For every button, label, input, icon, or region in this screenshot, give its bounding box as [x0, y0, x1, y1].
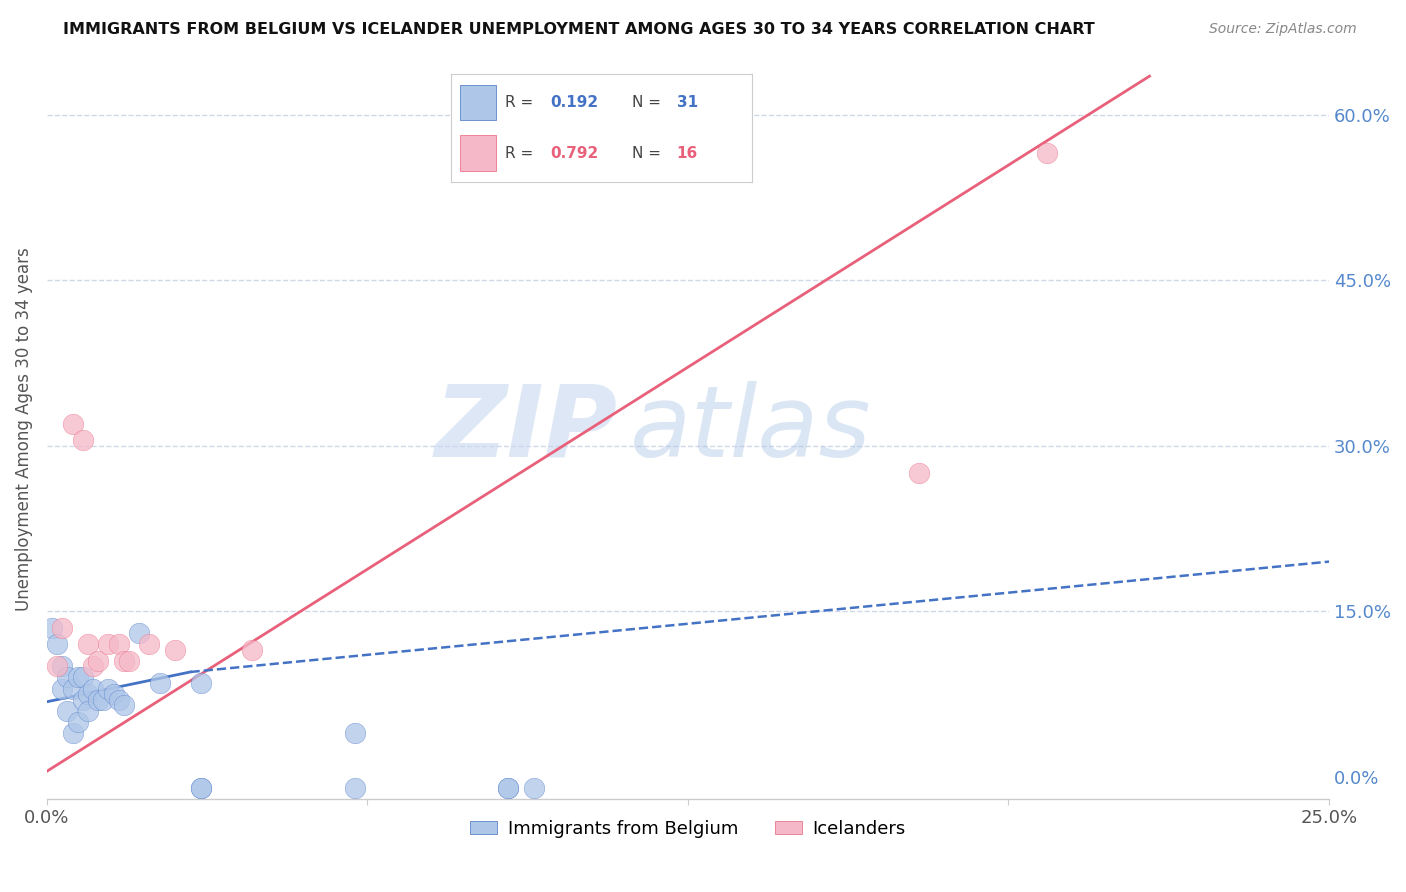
- Point: [907, 467, 929, 481]
- Point: [190, 676, 212, 690]
- Text: Source: ZipAtlas.com: Source: ZipAtlas.com: [1209, 22, 1357, 37]
- Point: [46, 659, 69, 673]
- Point: [72, 434, 94, 448]
- Point: [240, 643, 263, 657]
- Point: [87, 654, 110, 668]
- Point: [112, 698, 135, 712]
- Point: [103, 687, 125, 701]
- Point: [112, 654, 135, 668]
- Point: [190, 780, 212, 795]
- Point: [1036, 146, 1059, 161]
- Point: [41, 621, 63, 635]
- Point: [91, 692, 114, 706]
- Point: [138, 637, 160, 651]
- Point: [56, 704, 79, 718]
- Y-axis label: Unemployment Among Ages 30 to 34 years: Unemployment Among Ages 30 to 34 years: [15, 247, 32, 611]
- Text: atlas: atlas: [630, 381, 872, 478]
- Point: [72, 670, 94, 684]
- Point: [51, 621, 73, 635]
- Point: [128, 626, 150, 640]
- Point: [498, 780, 520, 795]
- Point: [82, 659, 104, 673]
- Point: [77, 704, 100, 718]
- Point: [46, 637, 69, 651]
- Point: [165, 643, 187, 657]
- Point: [66, 670, 89, 684]
- Point: [107, 637, 129, 651]
- Point: [343, 780, 366, 795]
- Point: [51, 681, 73, 696]
- Point: [72, 692, 94, 706]
- Point: [523, 780, 546, 795]
- Point: [56, 670, 79, 684]
- Legend: Immigrants from Belgium, Icelanders: Immigrants from Belgium, Icelanders: [463, 813, 912, 846]
- Point: [97, 681, 120, 696]
- Point: [51, 659, 73, 673]
- Point: [118, 654, 141, 668]
- Point: [190, 780, 212, 795]
- Point: [77, 687, 100, 701]
- Point: [343, 725, 366, 739]
- Point: [107, 692, 129, 706]
- Point: [62, 417, 84, 431]
- Point: [62, 725, 84, 739]
- Point: [77, 637, 100, 651]
- Point: [498, 780, 520, 795]
- Text: IMMIGRANTS FROM BELGIUM VS ICELANDER UNEMPLOYMENT AMONG AGES 30 TO 34 YEARS CORR: IMMIGRANTS FROM BELGIUM VS ICELANDER UNE…: [63, 22, 1095, 37]
- Point: [149, 676, 172, 690]
- Point: [66, 714, 89, 729]
- Point: [97, 637, 120, 651]
- Point: [82, 681, 104, 696]
- Point: [87, 692, 110, 706]
- Text: ZIP: ZIP: [434, 381, 617, 478]
- Point: [62, 681, 84, 696]
